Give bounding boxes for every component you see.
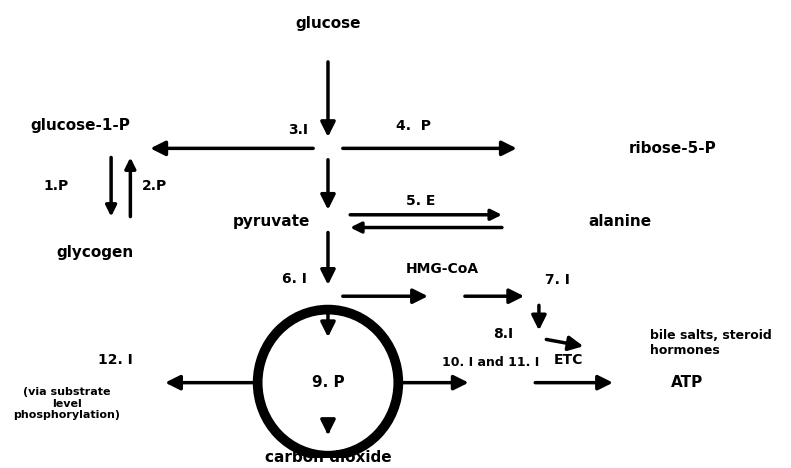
- Text: glucose: glucose: [295, 16, 361, 31]
- Text: 9. P: 9. P: [312, 375, 344, 390]
- Text: 12. I: 12. I: [98, 353, 133, 367]
- Text: ATP: ATP: [671, 375, 703, 390]
- Text: ribose-5-P: ribose-5-P: [628, 141, 716, 156]
- Text: 4.  P: 4. P: [396, 118, 430, 132]
- Text: bile salts, steroid
hormones: bile salts, steroid hormones: [650, 329, 772, 357]
- Text: ETC: ETC: [554, 353, 583, 367]
- Text: glucose-1-P: glucose-1-P: [30, 118, 130, 133]
- Text: 10. I and 11. I: 10. I and 11. I: [442, 356, 539, 369]
- Text: HMG-CoA: HMG-CoA: [406, 262, 479, 276]
- Text: 1.P: 1.P: [44, 179, 69, 193]
- Text: 2.P: 2.P: [142, 179, 167, 193]
- Text: (via substrate
level
phosphorylation): (via substrate level phosphorylation): [13, 387, 120, 420]
- Text: 5. E: 5. E: [406, 194, 435, 208]
- Text: alanine: alanine: [589, 214, 652, 229]
- Text: 7. I: 7. I: [545, 273, 570, 287]
- Text: glycogen: glycogen: [56, 246, 134, 261]
- Text: 3.I: 3.I: [289, 123, 308, 137]
- Text: 8.I: 8.I: [494, 327, 513, 341]
- Text: 6. I: 6. I: [282, 272, 307, 286]
- Text: carbon dioxide: carbon dioxide: [265, 450, 392, 465]
- Text: pyruvate: pyruvate: [233, 214, 309, 229]
